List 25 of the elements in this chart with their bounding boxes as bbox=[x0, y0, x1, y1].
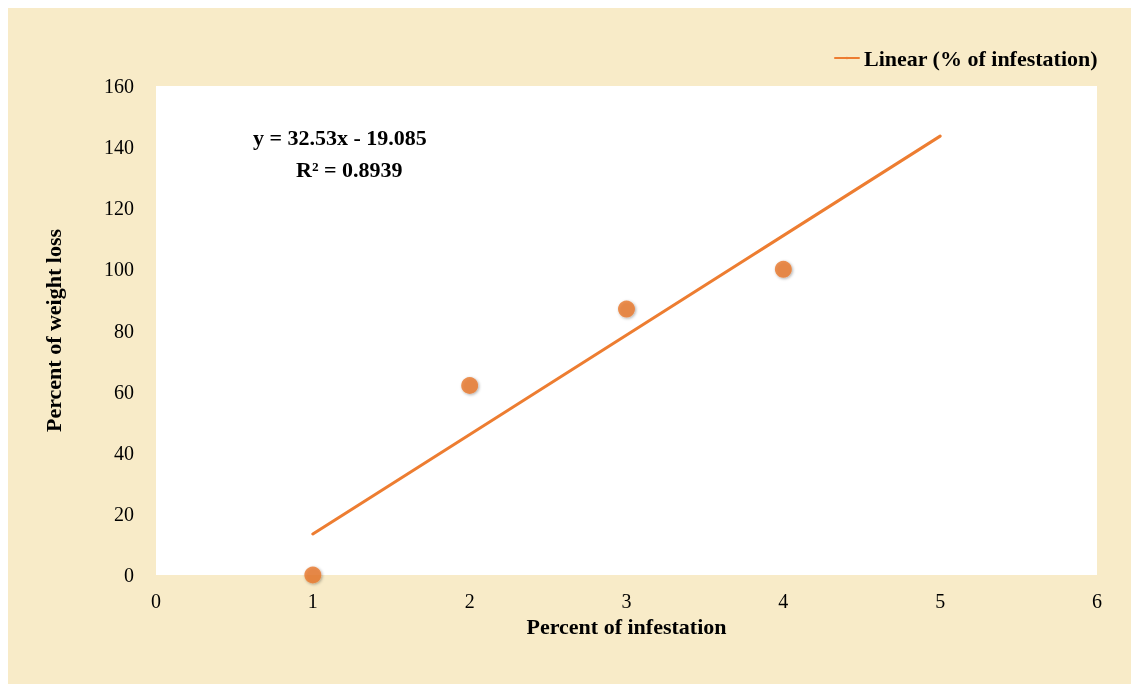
y-tick-label: 80 bbox=[114, 319, 134, 342]
annotation: y = 32.53x - 19.085 bbox=[253, 124, 427, 150]
x-tick-label: 6 bbox=[1092, 590, 1102, 612]
x-tick-label: 5 bbox=[935, 590, 946, 612]
x-axis-title: Percent of infestation bbox=[526, 614, 727, 640]
y-tick-label: 60 bbox=[114, 380, 134, 403]
point bbox=[461, 377, 479, 395]
x-tick-label: 3 bbox=[621, 590, 632, 612]
y-tick-label: 160 bbox=[104, 75, 134, 97]
point bbox=[304, 566, 322, 584]
y-tick-label: 140 bbox=[104, 136, 134, 159]
x-tick-label: 0 bbox=[151, 590, 161, 612]
y-axis-title: Percent of weight loss bbox=[40, 228, 66, 433]
point bbox=[618, 300, 635, 318]
y-tick-label: 0 bbox=[124, 564, 134, 586]
point bbox=[774, 260, 792, 278]
y-tick-label: 120 bbox=[104, 197, 134, 220]
x-tick-label: 1 bbox=[307, 590, 318, 612]
x-tick-label: 4 bbox=[778, 590, 789, 612]
y-tick-label: 40 bbox=[114, 441, 134, 464]
x-tick-label: 2 bbox=[464, 590, 475, 612]
y-tick-label: 100 bbox=[104, 258, 134, 281]
legend-label: Linear (% of infestation) bbox=[863, 45, 1098, 71]
annotation: R² = 0.8939 bbox=[296, 156, 403, 182]
y-tick-label: 20 bbox=[114, 502, 134, 525]
